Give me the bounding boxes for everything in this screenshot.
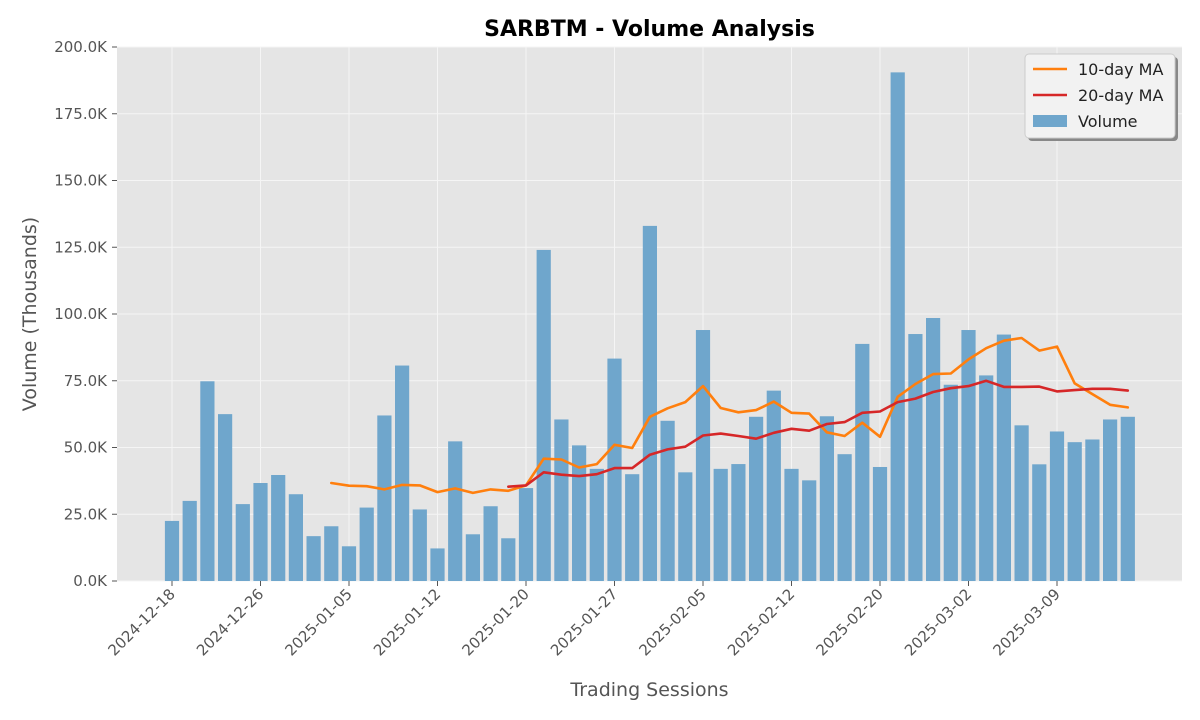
volume-bar <box>766 390 781 581</box>
volume-bar <box>819 416 834 581</box>
volume-bar <box>377 415 392 581</box>
volume-bar <box>890 72 905 582</box>
volume-bar <box>589 468 604 581</box>
volume-bar <box>642 225 657 581</box>
volume-bar <box>943 384 958 581</box>
volume-bar <box>625 474 640 581</box>
volume-bars <box>164 72 1135 582</box>
volume-bar <box>253 483 268 581</box>
volume-bar <box>695 330 711 581</box>
volume-bar <box>731 464 746 581</box>
volume-bar <box>855 343 870 581</box>
y-tick-label: 150.0K <box>54 172 108 190</box>
volume-bar <box>678 472 693 581</box>
y-tick-label: 100.0K <box>54 305 108 323</box>
volume-bar <box>536 249 551 582</box>
ma20-line <box>507 379 1130 488</box>
volume-bar <box>218 414 233 581</box>
y-tick-label: 50.0K <box>64 439 108 457</box>
volume-bar <box>837 454 852 581</box>
volume-bar <box>1120 416 1135 581</box>
volume-bar <box>908 334 923 581</box>
volume-bar <box>182 500 197 581</box>
volume-bar <box>359 507 374 581</box>
volume-bar <box>1067 442 1082 581</box>
volume-bar <box>749 416 764 581</box>
ma10-line <box>330 336 1130 495</box>
volume-bar <box>713 468 728 581</box>
volume-bar <box>412 509 427 581</box>
volume-bar <box>271 475 286 581</box>
volume-bar <box>465 534 480 581</box>
legend: 10-day MA 20-day MA Volume <box>1024 53 1178 141</box>
volume-bar <box>164 520 180 581</box>
chart-title: SARBTM - Volume Analysis <box>484 17 815 42</box>
volume-bar <box>802 480 817 581</box>
moving-average-lines <box>330 336 1130 495</box>
volume-bar <box>395 365 410 581</box>
volume-bar <box>1014 425 1029 581</box>
volume-bar <box>235 504 250 581</box>
volume-bar <box>996 334 1011 581</box>
volume-bar <box>200 381 215 581</box>
volume-bar <box>554 419 569 581</box>
volume-bar <box>306 536 321 581</box>
y-axis-label: Volume (Thousands) <box>19 217 41 411</box>
y-tick-label: 25.0K <box>64 505 108 523</box>
legend-entry-volume-label: Volume <box>1078 112 1138 131</box>
volume-bar <box>1085 439 1100 581</box>
volume-bar <box>1103 419 1118 581</box>
volume-bar <box>784 468 799 581</box>
y-tick-label: 175.0K <box>54 105 108 123</box>
volume-bar <box>288 494 303 581</box>
x-axis-label: Trading Sessions <box>569 679 728 701</box>
volume-bar <box>430 548 445 581</box>
volume-bar <box>607 358 622 581</box>
y-tick-label: 200.0K <box>54 38 108 56</box>
y-tick-label: 0.0K <box>73 572 108 590</box>
volume-bar <box>572 445 587 581</box>
legend-entry-volume-swatch <box>1033 115 1067 127</box>
volume-bar <box>961 330 976 581</box>
volume-bar <box>341 546 357 581</box>
y-tick-label: 75.0K <box>64 372 108 390</box>
volume-bar <box>660 420 675 581</box>
volume-bar <box>1049 431 1065 581</box>
volume-bar <box>448 441 463 581</box>
legend-entry-ma10-label: 10-day MA <box>1078 60 1163 79</box>
volume-bar <box>324 526 339 581</box>
volume-bar <box>872 466 888 581</box>
volume-bar <box>926 318 941 581</box>
volume-bar <box>979 375 994 581</box>
volume-bar <box>483 506 498 581</box>
volume-bar <box>518 488 534 581</box>
volume-bar <box>1032 464 1047 581</box>
legend-entry-ma20-label: 20-day MA <box>1078 86 1163 105</box>
volume-bar <box>501 538 516 581</box>
y-tick-label: 125.0K <box>54 238 108 256</box>
